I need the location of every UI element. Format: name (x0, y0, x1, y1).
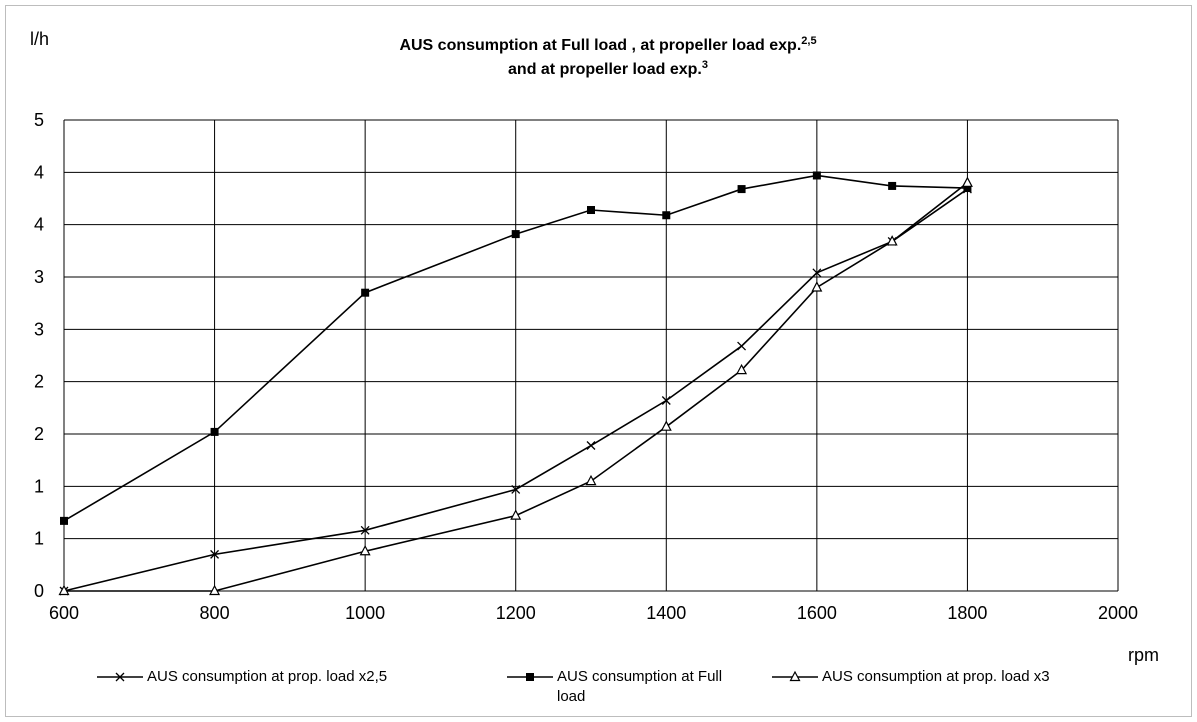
marker (526, 673, 534, 681)
marker (510, 509, 522, 520)
chart-title: and at propeller load exp.3 (508, 59, 708, 78)
series-line (63, 174, 968, 522)
marker (737, 341, 747, 351)
marker (963, 184, 972, 193)
x-tick-label: 1800 (947, 603, 987, 623)
marker (888, 181, 897, 190)
chart-border (5, 5, 1192, 717)
marker (736, 363, 748, 375)
marker (662, 211, 671, 220)
marker (210, 549, 220, 559)
marker (789, 670, 801, 682)
legend-entry: AUS consumption at Full load (505, 667, 742, 707)
y-tick-label: 0 (34, 581, 44, 601)
y-axis-label: l/h (30, 29, 49, 49)
marker (360, 525, 370, 535)
x-tick-label: 1400 (646, 603, 686, 623)
x-tick-label: 2000 (1098, 603, 1138, 623)
x-tick-label: 800 (200, 603, 230, 623)
y-tick-label: 3 (34, 319, 44, 339)
y-tick-label: 5 (34, 110, 44, 130)
y-tick-label: 4 (34, 215, 44, 235)
marker (811, 281, 823, 292)
marker (115, 672, 125, 682)
legend-label: AUS consumption at prop. load x2,5 (147, 668, 388, 685)
x-tick-label: 1200 (496, 603, 536, 623)
legend-label: AUS consumption at prop. load x3 (822, 668, 1050, 685)
chart-title: AUS consumption at Full load , at propel… (399, 35, 816, 54)
title-line: and at propeller load exp. (508, 61, 702, 78)
marker (209, 584, 221, 596)
marker (886, 235, 898, 246)
legend-label: AUS consumption at Full load (557, 668, 723, 705)
marker (58, 584, 70, 596)
marker (961, 176, 973, 187)
marker (210, 427, 219, 436)
y-tick-label: 1 (34, 476, 44, 496)
series-line (63, 188, 968, 592)
marker (737, 185, 746, 194)
y-tick-label: 1 (34, 529, 44, 549)
marker (812, 171, 821, 180)
x-axis-label: rpm (1128, 645, 1159, 665)
marker (511, 230, 520, 239)
y-tick-label: 2 (34, 372, 44, 392)
marker (361, 288, 370, 297)
legend-swatch (772, 670, 818, 682)
y-tick-label: 4 (34, 162, 44, 182)
title-line: AUS consumption at Full load , at propel… (399, 37, 801, 54)
x-tick-label: 1000 (345, 603, 385, 623)
marker (660, 420, 672, 431)
series-line (64, 182, 968, 592)
marker (586, 441, 596, 450)
marker (812, 268, 822, 278)
x-tick-label: 600 (49, 603, 79, 623)
title-superscript: 3 (702, 59, 708, 71)
marker (587, 206, 595, 215)
x-tick-label: 1600 (797, 603, 837, 623)
marker (359, 544, 371, 556)
y-tick-label: 2 (34, 424, 44, 444)
legend-entry: AUS consumption at prop. load x3 (770, 667, 1050, 687)
marker (511, 485, 521, 494)
legend-swatch (97, 672, 143, 682)
legend-entry: AUS consumption at prop. load x2,5 (95, 667, 387, 687)
y-tick-label: 3 (34, 267, 44, 287)
marker (661, 396, 671, 405)
marker (585, 474, 597, 486)
legend-swatch (507, 673, 553, 681)
title-superscript: 2,5 (801, 35, 816, 47)
marker (60, 516, 68, 525)
